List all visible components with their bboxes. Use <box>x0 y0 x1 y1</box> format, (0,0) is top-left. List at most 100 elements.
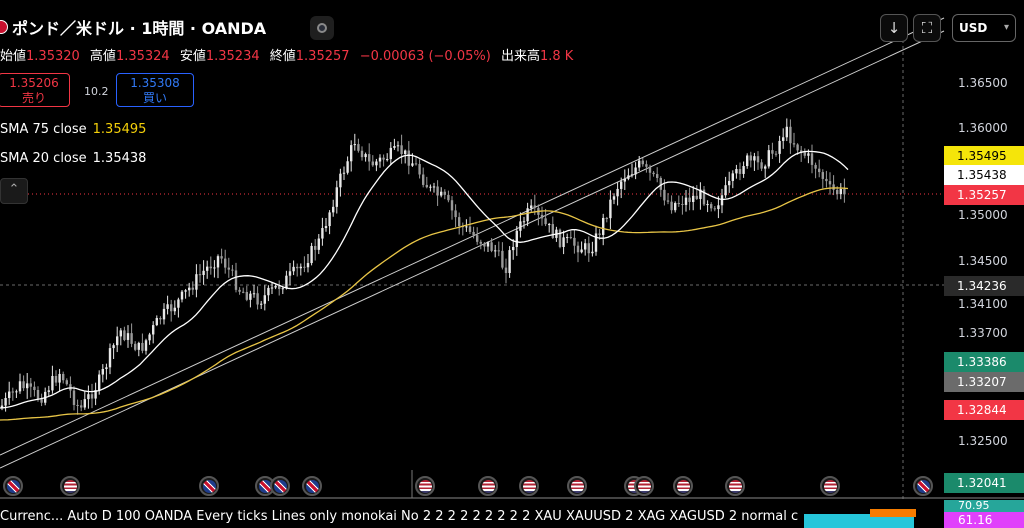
sma-75-value: 1.35495 <box>92 122 147 137</box>
candle-body <box>328 212 331 227</box>
candle-body <box>648 166 652 173</box>
price-badge: 1.32844 <box>944 400 1024 420</box>
candle-body <box>623 178 626 182</box>
candle-body <box>0 405 4 408</box>
candle-body <box>360 150 364 158</box>
download-icon: ↓ <box>887 19 901 37</box>
candle-body <box>173 307 176 312</box>
candle-body <box>803 152 806 156</box>
sma-75-price-badge: 1.35495 <box>944 146 1024 166</box>
uk-flag-icon <box>0 20 8 34</box>
candle-body <box>548 224 551 226</box>
candle-body <box>728 180 731 186</box>
open-label: 始値 <box>0 49 27 64</box>
us-flag-icon[interactable] <box>519 476 539 496</box>
axis-tick: 1.34100 <box>958 297 1008 311</box>
candle-body <box>821 172 824 179</box>
candle-body <box>296 266 299 269</box>
us-flag-icon[interactable] <box>415 476 435 496</box>
candle-body <box>778 140 781 154</box>
candle-body <box>346 161 349 173</box>
market-closed-icon <box>317 23 327 33</box>
us-flag-icon[interactable] <box>60 476 80 496</box>
close-label: 終値 <box>269 49 296 64</box>
us-flag-icon[interactable] <box>820 476 840 496</box>
candle-body <box>735 169 738 174</box>
candle-body <box>274 285 277 288</box>
ohlc-legend: 始値1.35320 高値1.35324 安値1.35234 終値1.35257 … <box>0 45 579 64</box>
crosshair-price-badge: 1.34236 <box>944 276 1024 296</box>
candle-body <box>202 270 205 275</box>
symbol-title[interactable]: ポンド／米ドル · 1時間 · OANDA <box>0 16 266 38</box>
uk-flag-icon[interactable] <box>199 476 219 496</box>
sell-button[interactable]: 1.35206 売り <box>0 73 70 107</box>
candle-body <box>65 380 68 385</box>
candle-body <box>245 291 248 300</box>
us-flag-icon[interactable] <box>725 476 745 496</box>
candle-body <box>188 287 191 291</box>
sma-20-legend[interactable]: SMA 20 close 1.35438 <box>0 151 146 166</box>
axis-tick: 1.36500 <box>958 76 1008 90</box>
sma-75-legend[interactable]: SMA 75 close 1.35495 <box>0 122 146 137</box>
us-flag-icon[interactable] <box>567 476 587 496</box>
candle-body <box>710 204 713 209</box>
candle-body <box>443 191 446 195</box>
candle-body <box>335 187 338 207</box>
download-button[interactable]: ↓ <box>880 14 908 42</box>
fullscreen-button[interactable]: ⛶ <box>913 14 941 42</box>
chart-grid <box>0 40 1024 500</box>
candle-body <box>116 336 119 346</box>
candle-body <box>206 266 209 271</box>
candle-body <box>234 270 238 290</box>
candle-body <box>256 293 259 305</box>
channel-line-upper <box>0 17 945 456</box>
low-label: 安値 <box>179 49 206 64</box>
candle-body <box>836 189 839 195</box>
buy-button[interactable]: 1.35308 買い <box>116 73 194 107</box>
us-flag-icon[interactable] <box>478 476 498 496</box>
candle-body <box>375 161 378 166</box>
candle-body <box>400 145 403 154</box>
candle-body <box>602 217 605 235</box>
uk-flag-icon[interactable] <box>3 476 23 496</box>
candle-body <box>530 205 533 209</box>
candle-body <box>652 172 655 175</box>
uk-flag-icon[interactable] <box>913 476 933 496</box>
candle-body <box>267 287 270 296</box>
candle-body <box>263 295 266 304</box>
candle-body <box>224 258 227 268</box>
candle-body <box>713 208 716 210</box>
sell-label: 売り <box>21 91 46 105</box>
candle-body <box>90 394 94 399</box>
candle-body <box>134 343 137 350</box>
candle-body <box>184 290 187 292</box>
uk-flag-icon[interactable] <box>270 476 290 496</box>
candle-body <box>663 189 666 201</box>
candle-body <box>249 293 252 300</box>
oscillator-badge: 61.16 <box>944 512 1024 528</box>
candle-body <box>238 289 241 292</box>
candle-body <box>130 333 133 344</box>
candle-body <box>47 390 50 392</box>
candle-body <box>587 243 590 254</box>
uk-flag-icon[interactable] <box>302 476 322 496</box>
market-status-button[interactable] <box>310 16 334 40</box>
candle-body <box>288 271 292 276</box>
us-flag-icon[interactable] <box>673 476 693 496</box>
candle-body <box>540 214 544 219</box>
candle-body <box>483 243 486 247</box>
candle-body <box>796 144 799 151</box>
candle-body <box>324 226 328 229</box>
candle-body <box>285 275 288 289</box>
candle-body <box>126 333 130 340</box>
oscillator-badge: 70.95 <box>944 500 1024 512</box>
volume-value: 1.8 K <box>539 49 574 64</box>
us-flag-icon[interactable] <box>634 476 654 496</box>
currency-select[interactable]: USD ▾ <box>952 14 1016 42</box>
candle-body <box>213 267 216 269</box>
candle-body <box>558 229 562 247</box>
candle-body <box>616 188 619 197</box>
candle-body <box>832 184 835 190</box>
collapse-legend-button[interactable]: ⌃ <box>0 178 28 204</box>
